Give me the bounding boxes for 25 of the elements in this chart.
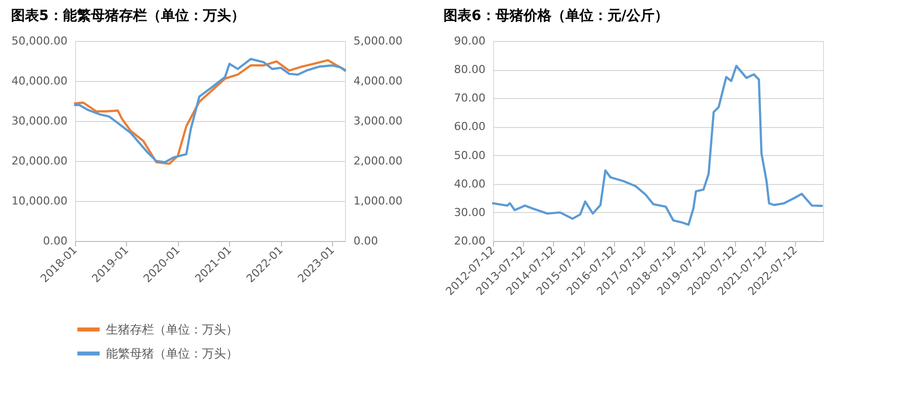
y-tick-label: 60.00 <box>454 120 486 134</box>
legend-label: 生猪存栏（单位：万头） <box>106 322 238 336</box>
y-tick-label: 40.00 <box>454 177 486 190</box>
y-tick-label: 50,000.00 <box>12 34 68 48</box>
y2-tick-label: 1,000.00 <box>354 194 402 208</box>
legend-label: 能繁母猪（单位：万头） <box>106 346 238 360</box>
y2-tick-label: 3,000.00 <box>354 114 402 128</box>
y2-tick-label: 2,000.00 <box>354 154 402 168</box>
y-tick-label: 20,000.00 <box>12 154 68 168</box>
y-tick-label: 30,000.00 <box>12 114 68 128</box>
chart-title: 图表5：能繁母猪存栏（单位：万头） <box>11 8 245 24</box>
y-tick-label: 40,000.00 <box>12 74 68 88</box>
y2-tick-label: 5,000.00 <box>354 34 402 48</box>
chart-title: 图表6：母猪价格（单位：元/公斤） <box>444 7 668 24</box>
y-tick-label: 20.00 <box>454 234 486 248</box>
line-series <box>492 64 823 226</box>
y-tick-label: 10,000.00 <box>12 194 68 208</box>
y-tick-label: 30.00 <box>454 206 486 219</box>
y-tick-label: 80.00 <box>454 63 486 76</box>
y2-tick-label: 4,000.00 <box>354 74 402 88</box>
y-tick-label: 90.00 <box>454 34 486 48</box>
y-tick-label: 0.00 <box>43 234 68 248</box>
y-tick-label: 70.00 <box>454 92 486 105</box>
y-tick-label: 50.00 <box>454 148 486 162</box>
y2-tick-label: 0.00 <box>354 234 378 248</box>
